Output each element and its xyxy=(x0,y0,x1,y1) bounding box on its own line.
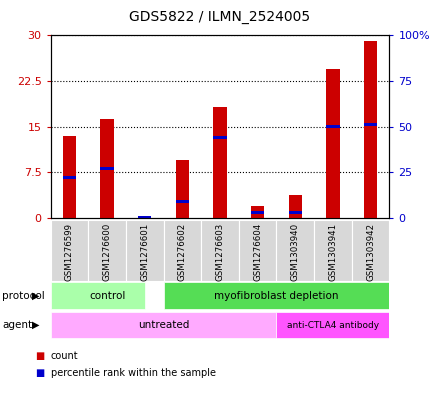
Text: GDS5822 / ILMN_2524005: GDS5822 / ILMN_2524005 xyxy=(129,10,311,24)
FancyBboxPatch shape xyxy=(51,220,88,281)
Text: ▶: ▶ xyxy=(32,291,39,301)
Bar xyxy=(251,211,264,214)
Text: count: count xyxy=(51,351,78,361)
FancyBboxPatch shape xyxy=(51,312,276,338)
Bar xyxy=(326,125,340,128)
Text: percentile rank within the sample: percentile rank within the sample xyxy=(51,368,216,378)
FancyBboxPatch shape xyxy=(126,220,164,281)
FancyBboxPatch shape xyxy=(88,220,126,281)
Text: control: control xyxy=(89,291,125,301)
FancyBboxPatch shape xyxy=(276,312,389,338)
Bar xyxy=(289,195,302,218)
Text: agent: agent xyxy=(2,320,32,330)
Text: GSM1276599: GSM1276599 xyxy=(65,223,74,281)
Bar xyxy=(63,136,76,218)
Bar xyxy=(100,119,114,218)
Text: anti-CTLA4 antibody: anti-CTLA4 antibody xyxy=(287,321,379,330)
FancyBboxPatch shape xyxy=(276,220,314,281)
Text: GSM1276600: GSM1276600 xyxy=(103,223,112,281)
FancyBboxPatch shape xyxy=(51,283,145,309)
FancyBboxPatch shape xyxy=(314,220,352,281)
Bar xyxy=(289,211,302,214)
Bar xyxy=(213,136,227,139)
Text: GSM1276601: GSM1276601 xyxy=(140,223,149,281)
Bar xyxy=(100,167,114,170)
FancyBboxPatch shape xyxy=(239,220,276,281)
Text: GSM1303942: GSM1303942 xyxy=(366,223,375,281)
Text: GSM1303941: GSM1303941 xyxy=(328,223,337,281)
Text: GSM1276603: GSM1276603 xyxy=(216,223,224,281)
Bar xyxy=(138,216,151,219)
FancyBboxPatch shape xyxy=(164,283,389,309)
Bar xyxy=(213,107,227,218)
Text: myofibroblast depletion: myofibroblast depletion xyxy=(214,291,339,301)
Bar xyxy=(364,41,377,218)
Bar xyxy=(364,123,377,127)
Bar xyxy=(176,160,189,218)
Text: GSM1276602: GSM1276602 xyxy=(178,223,187,281)
Text: untreated: untreated xyxy=(138,320,189,330)
Text: GSM1303940: GSM1303940 xyxy=(291,223,300,281)
Bar xyxy=(176,200,189,203)
Text: GSM1276604: GSM1276604 xyxy=(253,223,262,281)
Text: ▶: ▶ xyxy=(32,320,39,330)
Bar xyxy=(63,176,76,180)
Text: ■: ■ xyxy=(35,351,44,361)
Bar xyxy=(326,69,340,218)
Bar xyxy=(251,206,264,218)
Text: ■: ■ xyxy=(35,368,44,378)
FancyBboxPatch shape xyxy=(352,220,389,281)
Text: protocol: protocol xyxy=(2,291,45,301)
FancyBboxPatch shape xyxy=(201,220,239,281)
FancyBboxPatch shape xyxy=(164,220,201,281)
